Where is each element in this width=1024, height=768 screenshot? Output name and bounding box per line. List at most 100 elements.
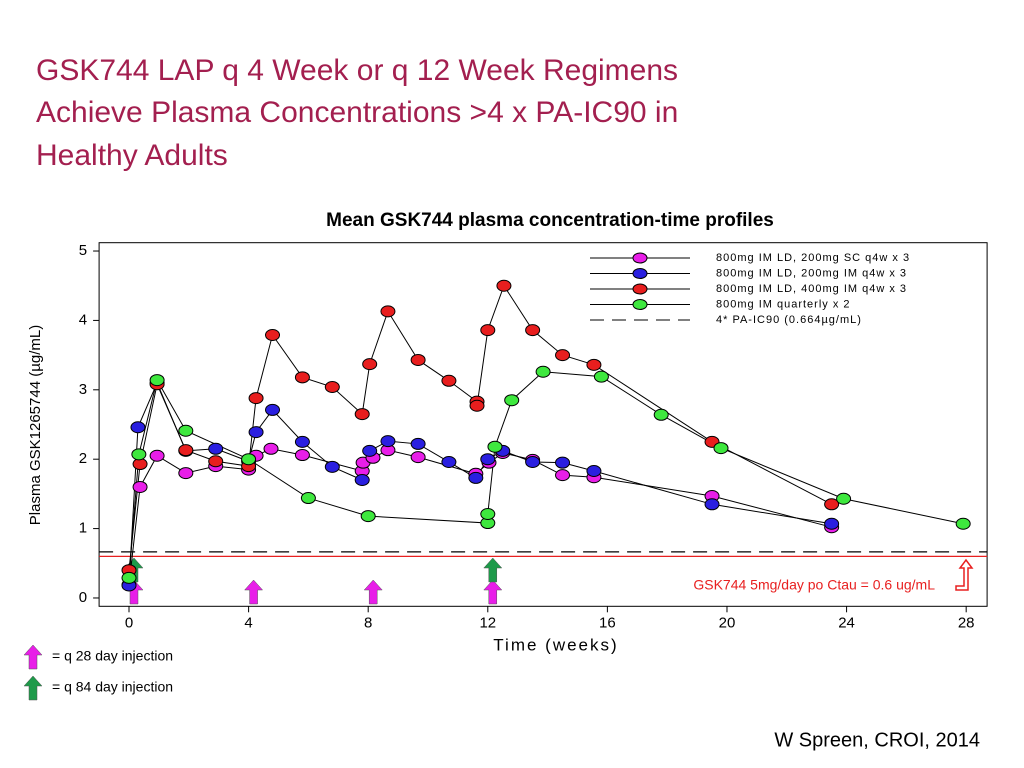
legend-arrow [23, 644, 43, 670]
x-tick-label: 20 [719, 614, 736, 631]
legend-marker [632, 299, 648, 310]
data-point [704, 498, 720, 511]
y-tick-label: 4 [79, 311, 87, 328]
data-point [208, 442, 224, 455]
data-point [178, 467, 194, 480]
data-point [380, 435, 396, 448]
data-point [586, 358, 602, 371]
legend-marker [632, 268, 648, 279]
data-point [480, 453, 496, 466]
injection-arrow [363, 579, 383, 605]
data-point [354, 408, 370, 421]
data-point [178, 444, 194, 457]
data-point [121, 571, 137, 584]
data-point [468, 471, 484, 484]
x-axis-label: Time (weeks) [493, 635, 618, 654]
title-line: Achieve Plasma Concentrations >4 x PA-IC… [36, 96, 678, 129]
legend-label: 800mg IM quarterly x 2 [716, 298, 851, 310]
slide-title: GSK744 LAP q 4 Week or q 12 Week Regimen… [36, 54, 678, 172]
data-point [555, 349, 571, 362]
data-point [824, 517, 840, 530]
data-point [265, 403, 281, 416]
data-point [263, 442, 279, 455]
data-point [265, 328, 281, 341]
data-point [836, 492, 852, 505]
data-point [178, 424, 194, 437]
data-point [504, 394, 520, 407]
data-point [208, 455, 224, 468]
data-point [555, 469, 571, 482]
series-line [128, 381, 832, 586]
x-tick-label: 16 [599, 614, 616, 631]
legend-arrow [23, 675, 43, 701]
x-tick-label: 8 [364, 614, 372, 631]
legend-label: 4* PA-IC90 (0.664µg/mL) [716, 314, 862, 326]
data-point [525, 455, 541, 468]
injection-arrow [244, 579, 264, 605]
data-point [294, 435, 310, 448]
title-line: GSK744 LAP q 4 Week or q 12 Week Regimen… [36, 54, 678, 87]
y-tick-label: 2 [79, 450, 87, 467]
data-point [593, 370, 609, 383]
data-point [362, 358, 378, 371]
data-point [324, 460, 340, 473]
source: W Spreen, CROI, 2014 [774, 729, 980, 751]
series-line [128, 284, 832, 571]
data-point [410, 353, 426, 366]
x-tick-label: 28 [958, 614, 975, 631]
data-point [824, 498, 840, 511]
icon [955, 558, 974, 591]
data-point [380, 305, 396, 318]
legend-label: 800mg IM LD, 400mg IM q4w x 3 [716, 283, 907, 295]
data-point [469, 399, 485, 412]
data-point [132, 480, 148, 493]
x-tick-label: 24 [838, 614, 855, 631]
chart-title: Mean GSK744 plasma concentration-time pr… [326, 210, 774, 231]
data-point [248, 426, 264, 439]
legend-marker [632, 252, 648, 264]
y-tick-label: 1 [79, 520, 87, 537]
data-point [294, 449, 310, 462]
data-point [586, 464, 602, 477]
data-point [653, 408, 669, 421]
title-line: Healthy Adults [36, 139, 228, 172]
data-point [294, 371, 310, 384]
legend-label: 800mg IM LD, 200mg SC q4w x 3 [716, 252, 910, 264]
y-tick-label: 0 [79, 589, 87, 606]
data-point [555, 456, 571, 469]
data-point [410, 451, 426, 464]
data-point [480, 508, 496, 521]
data-point [496, 279, 512, 292]
data-point [324, 381, 340, 394]
data-point [354, 474, 370, 487]
data-point [149, 449, 165, 462]
data-point [713, 442, 729, 455]
injection-arrow [483, 579, 503, 605]
y-axis-label: Plasma GSK1265744 (µg/mL) [27, 325, 44, 525]
data-point [441, 455, 457, 468]
data-point [525, 324, 541, 337]
data-point [149, 374, 165, 387]
data-point [487, 440, 503, 453]
data-point [362, 444, 378, 457]
x-tick-label: 12 [479, 614, 496, 631]
data-point [241, 453, 257, 466]
data-point [955, 517, 971, 530]
reference-label: GSK744 5mg/day po Ctau = 0.6 ug/mL [693, 577, 935, 593]
data-point [535, 365, 551, 378]
data-point [410, 437, 426, 450]
x-tick-label: 4 [244, 614, 252, 631]
data-point [248, 392, 264, 405]
legend-label: 800mg IM LD, 200mg IM q4w x 3 [716, 267, 907, 279]
y-tick-label: 3 [79, 381, 87, 398]
data-point [130, 421, 146, 434]
plot-frame [98, 242, 988, 607]
y-tick-label: 5 [79, 242, 87, 259]
data-point [441, 374, 457, 387]
data-point [300, 492, 316, 505]
x-tick-label: 0 [125, 614, 133, 631]
legend-marker [632, 283, 648, 295]
data-point [131, 448, 147, 461]
injection-legend-label: = q 84 day injection [52, 679, 173, 695]
